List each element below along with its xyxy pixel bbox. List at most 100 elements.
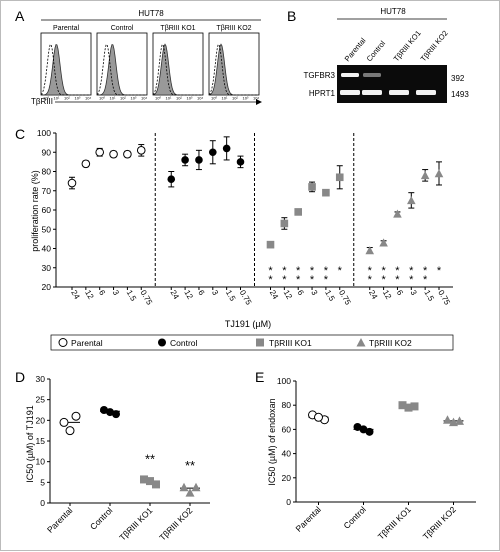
histogram-isotype-parental: [41, 43, 90, 96]
legend-marker-ko2: [356, 338, 366, 347]
panel-b-rtpcr-gel: HUT78 TGFBR3 HPRT1 392 1493 ParentalCont…: [303, 7, 469, 103]
histogram-tick-t-riii-ko1-2: 10²: [176, 96, 182, 101]
panel-d-xtick-label-t-riii-ko2: TβRIII KO2: [157, 505, 194, 542]
panel-c-significance-t-riii-ko1-3: * *: [310, 265, 315, 286]
gel-image: [337, 65, 447, 103]
panel-c-point-t-riii-ko1-5: [335, 173, 344, 182]
histogram-tick-control-3: 10³: [131, 96, 137, 101]
panel-d-point-t-riii-ko1-0: [140, 475, 148, 484]
significance-star: *: [423, 265, 428, 277]
panel-d-point-parental-0: [59, 417, 69, 427]
histogram-tick-t-riii-ko2-0: 10⁰: [211, 96, 217, 101]
panel-c-significance-t-riii-ko1-4: * *: [324, 265, 329, 286]
panel-label-b: B: [287, 8, 296, 24]
gel-band-label-hprt1: HPRT1: [309, 89, 336, 98]
panel-d-xtick-label-t-riii-ko1: TβRIII KO1: [117, 505, 154, 542]
gel-band-hprt1-lane-3: [389, 90, 409, 95]
gel-band-hprt1-lane-2: [362, 90, 382, 95]
panel-c-xtick-label-t-riii-ko1-0: 24: [268, 289, 281, 302]
panel-c-xtick-label-control-4: 1.5: [224, 289, 238, 304]
histogram-filled-parental: [42, 43, 90, 96]
panel-c-ylabel: proliferation rate (%): [30, 170, 40, 252]
panel-c-xtick-label-t-riii-ko2-2: 6: [395, 289, 405, 298]
significance-star: *: [437, 265, 442, 277]
significance-star: *: [423, 274, 428, 286]
histogram-isotype-control: [97, 43, 146, 96]
panel-e-ylabel: IC50 (µM) of endoxan: [267, 398, 277, 485]
panel-e-xtick-label-t-riii-ko1: TβRIII KO1: [376, 504, 413, 541]
panel-c-ytick-label-20: 20: [42, 282, 52, 292]
panel-c-point-parental-5: [136, 146, 146, 155]
panel-d-ic50-tj191: IC50 (µM) of TJ191 0 5 10 15 20 25 30 Parental C…: [25, 374, 210, 543]
histogram-tick-t-riii-ko1-0: 10⁰: [155, 96, 161, 101]
panel-e-point-t-riii-ko1-2: [404, 403, 413, 412]
histogram-tick-parental-4: 10⁴: [85, 96, 91, 101]
panel-c-ytick-label-80: 80: [42, 167, 52, 177]
panel-c-xtick-label-parental-3: 3: [111, 289, 121, 298]
panel-c-point-t-riii-ko2-1: [379, 238, 388, 247]
panel-a-axis-label: TβRIII: [31, 97, 53, 106]
panel-c-point-control-2: [195, 156, 203, 164]
gel-band-tgfbr3-lane-2: [363, 73, 381, 77]
panel-c-ytick-label-90: 90: [42, 147, 52, 157]
panel-d-point-control-1: [112, 410, 120, 419]
panel-d-xtick-label-control: Control: [88, 505, 115, 532]
panel-d-point-parental-2: [65, 426, 75, 436]
panel-e-point-t-riii-ko1-0: [398, 401, 407, 410]
panel-c-point-t-riii-ko2-0: [365, 246, 375, 255]
gel-band-size-hprt1: 1493: [451, 90, 469, 99]
significance-star: *: [310, 274, 315, 286]
panel-e-xtick-label-parental: Parental: [293, 504, 323, 534]
panel-e-ytick-label-20: 20: [282, 473, 292, 483]
panel-c-point-t-riii-ko2-5: [434, 169, 444, 178]
panel-d-ytick-label-5: 5: [40, 477, 45, 487]
significance-star: *: [409, 274, 414, 286]
histogram-title-t-riii-ko2: TβRIII KO2: [216, 25, 251, 32]
panel-label-a: A: [15, 8, 25, 24]
panel-c-proliferation-chart: proliferation rate (%) TJ191 (µM) 20 30 40…: [30, 128, 453, 329]
panel-d-point-t-riii-ko1-2: [146, 477, 154, 486]
significance-star: *: [395, 265, 400, 277]
histogram-title-t-riii-ko1: TβRIII KO1: [160, 25, 195, 32]
histogram-tick-t-riii-ko2-1: 10¹: [222, 96, 228, 101]
panel-d-xtick-label-parental: Parental: [45, 505, 75, 535]
panel-e-xtick-label-control: Control: [341, 504, 368, 531]
panel-d-ytick-label-15: 15: [36, 436, 46, 446]
panel-c-significance-t-riii-ko2-0: * *: [368, 265, 373, 286]
panel-e-ic50-endoxan: IC50 (µM) of endoxan 0 20 40 60 80 100 Parenta…: [267, 376, 476, 542]
panel-c-xtick-label-t-riii-ko1-1: 12: [282, 289, 295, 302]
histogram-tick-t-riii-ko1-4: 10⁴: [197, 96, 203, 101]
panel-c-point-t-riii-ko1-1: [280, 219, 289, 228]
significance-star: *: [395, 274, 400, 286]
significance-star: *: [324, 265, 329, 277]
panel-e-ytick-label-100: 100: [277, 376, 291, 386]
panel-c-point-t-riii-ko1-2: [294, 208, 302, 216]
panel-e-ytick-label-0: 0: [286, 497, 291, 507]
panel-c-xtick-label-parental-2: 6: [97, 289, 107, 298]
panel-label-e: E: [255, 369, 264, 385]
panel-c-ytick-label-60: 60: [42, 205, 52, 215]
histogram-tick-t-riii-ko2-2: 10²: [232, 96, 238, 101]
panel-c-xtick-label-control-3: 3: [210, 289, 220, 298]
panel-e-xtick-label-t-riii-ko2: TβRIII KO2: [421, 504, 458, 541]
gel-lane-label-control: Control: [365, 39, 388, 64]
panel-c-xtick-label-parental-0: 24: [69, 289, 82, 302]
legend-label-ko2: TβRIII KO2: [369, 338, 412, 348]
panel-c-ytick-label-40: 40: [42, 244, 52, 254]
panel-c-point-t-riii-ko1-0: [266, 240, 275, 249]
panel-c-point-parental-2: [95, 147, 104, 157]
panel-e-point-t-riii-ko2-0: [443, 415, 452, 424]
panel-d-ytick-label-20: 20: [36, 415, 46, 425]
gel-lane-label-parental: Parental: [343, 36, 368, 63]
panel-c-point-parental-4: [123, 149, 132, 159]
panel-c-point-t-riii-ko1-4: [322, 188, 330, 197]
panel-c-xtick-label-t-riii-ko2-3: 3: [409, 289, 419, 298]
panel-c-significance-t-riii-ko2-5: *: [437, 265, 442, 277]
significance-star: *: [296, 265, 301, 277]
panel-a-cell-line: HUT78: [138, 9, 164, 18]
histogram-title-parental: Parental: [53, 25, 80, 32]
panel-c-point-parental-0: [67, 178, 77, 188]
panel-e-point-t-riii-ko2-2: [449, 417, 458, 427]
panel-e-ytick-label-80: 80: [282, 400, 292, 410]
